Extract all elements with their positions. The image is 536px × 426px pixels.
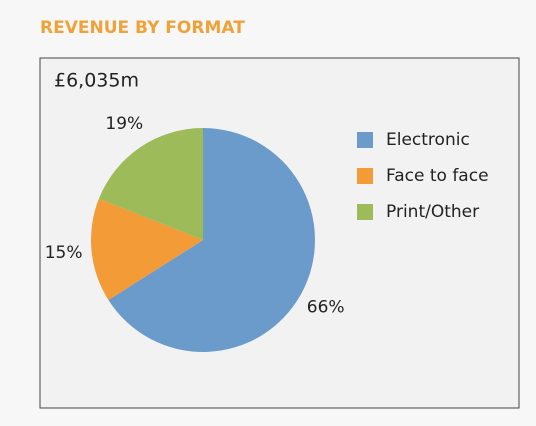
legend-label: Face to face	[386, 166, 489, 186]
data-label: 15%	[45, 243, 83, 263]
pie-slice	[91, 198, 203, 301]
data-label: 66%	[307, 297, 345, 317]
pie-slice	[108, 128, 316, 353]
data-label: 19%	[105, 114, 143, 134]
chart-subtitle: £6,035m	[54, 70, 139, 92]
legend-swatch	[357, 168, 373, 184]
legend-swatch	[357, 132, 373, 148]
pie-slice	[98, 128, 203, 240]
legend-label: Electronic	[386, 130, 470, 150]
legend-label: Print/Other	[386, 202, 479, 222]
legend-swatch	[357, 204, 373, 220]
chart-title: REVENUE BY FORMAT	[40, 18, 245, 38]
